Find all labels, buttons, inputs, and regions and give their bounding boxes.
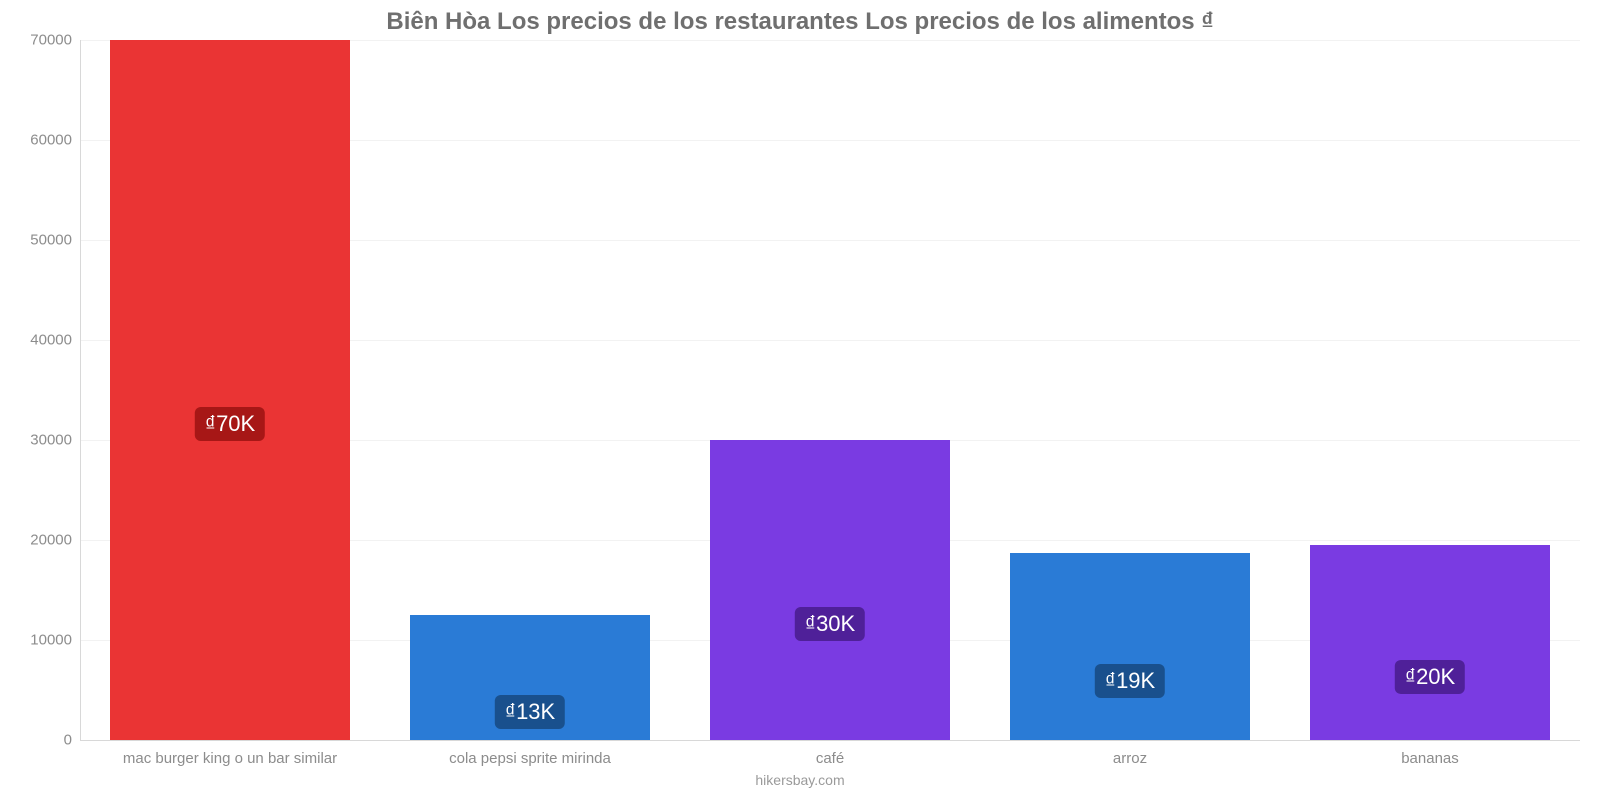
bar: ₫30K xyxy=(710,440,950,740)
y-tick-label: 0 xyxy=(64,732,80,749)
x-tick-label: bananas xyxy=(1401,740,1459,767)
chart-footer: hikersbay.com xyxy=(0,772,1600,788)
x-tick-label: cola pepsi sprite mirinda xyxy=(449,740,611,767)
bar-value-label: ₫20K xyxy=(1395,660,1465,694)
bar: ₫70K xyxy=(110,40,350,740)
y-tick-label: 60000 xyxy=(30,132,80,149)
bar-value-label: ₫70K xyxy=(195,407,265,441)
y-tick-label: 40000 xyxy=(30,332,80,349)
y-tick-label: 20000 xyxy=(30,532,80,549)
chart-title: Biên Hòa Los precios de los restaurantes… xyxy=(0,8,1600,36)
bar-value-label: ₫13K xyxy=(495,695,565,729)
bar: ₫20K xyxy=(1310,545,1550,740)
bar: ₫13K xyxy=(410,615,650,740)
price-bar-chart: Biên Hòa Los precios de los restaurantes… xyxy=(0,0,1600,800)
x-tick-label: mac burger king o un bar similar xyxy=(123,740,337,767)
bar-value-label: ₫19K xyxy=(1095,664,1165,698)
plot-area: 010000200003000040000500006000070000₫70K… xyxy=(80,40,1580,740)
y-tick-label: 10000 xyxy=(30,632,80,649)
x-tick-label: café xyxy=(816,740,844,767)
x-tick-label: arroz xyxy=(1113,740,1147,767)
y-axis-line xyxy=(80,40,81,740)
y-tick-label: 70000 xyxy=(30,32,80,49)
y-tick-label: 50000 xyxy=(30,232,80,249)
bar-value-label: ₫30K xyxy=(795,607,865,641)
bar: ₫19K xyxy=(1010,553,1250,740)
y-tick-label: 30000 xyxy=(30,432,80,449)
